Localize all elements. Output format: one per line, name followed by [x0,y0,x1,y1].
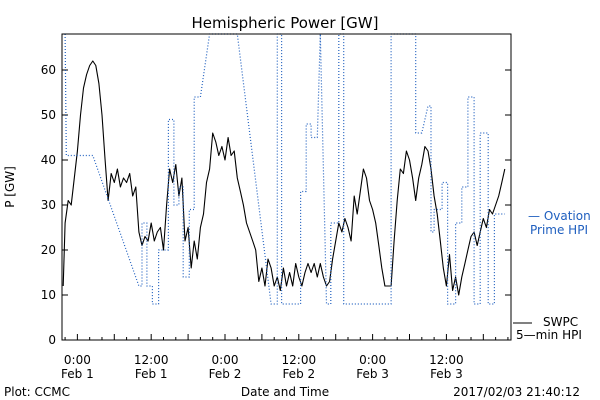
x-tick-date-label: Feb 3 [356,367,389,381]
chart-title: Hemispheric Power [GW] [192,14,379,32]
x-tick-date-label: Feb 1 [135,367,168,381]
ovation-series-line [64,33,505,305]
y-tick-label: 10 [41,288,56,302]
footer-right: 2017/02/03 21:40:12 [453,385,580,399]
y-tick-label: 20 [41,243,56,257]
legend-ovation: — Ovation Prime HPI [528,209,591,237]
y-tick-label: 50 [41,108,56,122]
x-tick-time-label: 0:00 [212,353,239,367]
x-tick-time-label: 0:00 [359,353,386,367]
x-tick-date-label: Feb 3 [430,367,463,381]
x-tick-time-label: 12:00 [282,353,317,367]
x-tick-time-label: 12:00 [134,353,169,367]
x-tick-date-label: Feb 2 [282,367,315,381]
x-axis-label: Date and Time [241,385,329,399]
legend-ovation-line1: — Ovation [528,209,591,223]
y-axis-ticks: 0 10 20 30 40 50 60 [41,63,511,347]
series-group [62,33,506,305]
y-tick-label: 40 [41,153,56,167]
legend-swpc-line2: 5—min HPI [516,328,582,342]
footer-left: Plot: CCMC [4,385,70,399]
y-tick-label: 0 [48,333,56,347]
legend-ovation-line2: Prime HPI [530,223,588,237]
x-tick-time-label: 0:00 [64,353,91,367]
x-tick-date-label: Feb 2 [209,367,242,381]
legend-swpc-line1: SWPC [543,315,578,329]
x-tick-time-label: 12:00 [429,353,464,367]
y-axis-label: P [GW] [3,166,17,208]
legend-swpc: SWPC 5—min HPI [513,315,582,342]
y-tick-label: 30 [41,198,56,212]
x-tick-date-label: Feb 1 [61,367,94,381]
plot-frame [61,33,512,341]
y-tick-label: 60 [41,63,56,77]
